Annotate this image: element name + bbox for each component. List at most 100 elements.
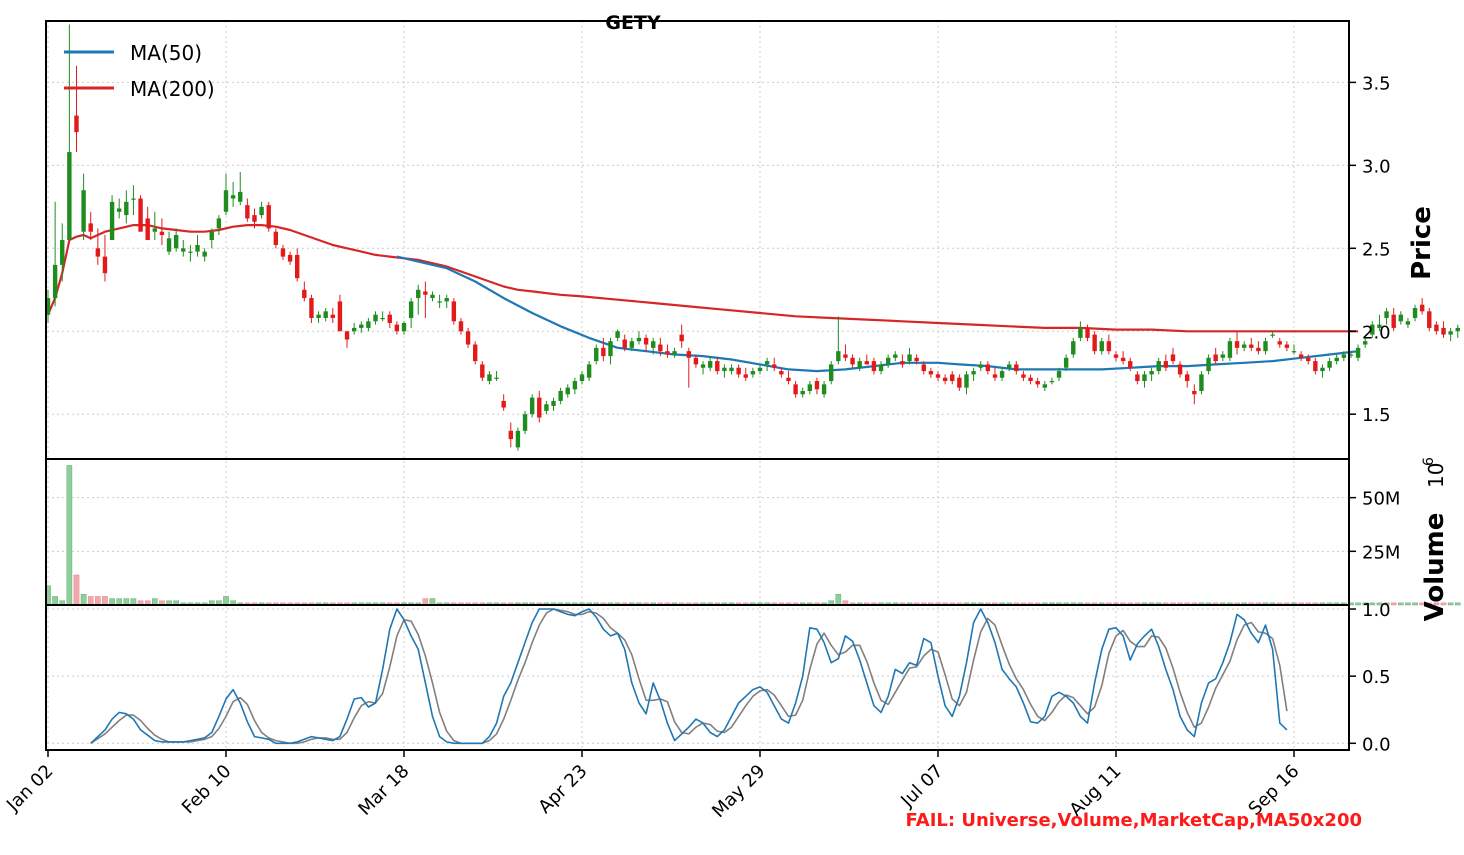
candle-body: [423, 291, 428, 295]
candle-body: [1099, 341, 1104, 352]
candlesticks: [45, 24, 1460, 451]
candle-body: [1377, 324, 1382, 328]
candle-body: [102, 256, 108, 274]
candle-body: [1014, 364, 1019, 372]
candle-body: [351, 327, 357, 332]
candle-body: [757, 367, 763, 372]
candle-body: [814, 381, 820, 390]
volume-bar: [835, 594, 842, 606]
price-tick-label: 2.5: [1362, 239, 1391, 260]
candle-body: [558, 390, 563, 401]
candle-body: [458, 321, 464, 332]
candle-body: [173, 235, 179, 249]
candle-body: [408, 301, 414, 318]
price-panel-frame: [45, 20, 1350, 460]
candle-body: [551, 400, 556, 406]
candle-body: [971, 371, 976, 375]
candle-body: [900, 361, 905, 365]
candle-body: [188, 251, 193, 253]
candle-body: [857, 361, 862, 368]
candle-body: [259, 206, 264, 216]
x-tick-label: Feb 10: [178, 761, 236, 819]
candle-body: [95, 248, 101, 257]
legend-ma200-label: MA(200): [130, 77, 215, 101]
candle-body: [1348, 354, 1354, 356]
candle-body: [537, 397, 542, 418]
candle-body: [1149, 371, 1154, 375]
candle-body: [1071, 341, 1076, 355]
candle-body: [878, 364, 884, 372]
candle-body: [529, 397, 535, 415]
candle-body: [686, 351, 691, 358]
candle-body: [1156, 361, 1161, 372]
volume-bar: [1447, 602, 1454, 606]
candle-body: [1256, 347, 1261, 352]
candle-body: [1249, 344, 1254, 348]
candle-body: [651, 341, 656, 348]
candle-body: [1056, 371, 1062, 378]
volume-multiplier-exponent: 6: [1421, 457, 1437, 466]
volume-bar: [1426, 602, 1433, 606]
candle-body: [473, 344, 478, 362]
candle-body: [1163, 361, 1169, 368]
candle-body: [1185, 374, 1190, 382]
candle-body: [957, 377, 962, 388]
candle-body: [1128, 361, 1133, 368]
candle-body: [223, 190, 229, 212]
candle-body: [1270, 334, 1275, 336]
candle-body: [864, 361, 869, 365]
volume-multiplier: 10 6: [1421, 457, 1448, 488]
candle-body: [152, 228, 157, 232]
candle-body: [893, 354, 898, 358]
candle-body: [195, 244, 200, 252]
candle-body: [522, 414, 528, 431]
candle-body: [1078, 327, 1083, 338]
candle-body: [337, 301, 343, 332]
price-tick-label: 3.5: [1362, 73, 1391, 94]
stochastic-k-line: [90, 608, 1288, 745]
x-tick-label: May 29: [708, 761, 769, 822]
candle-body: [964, 374, 969, 388]
candle-body: [166, 238, 172, 252]
candle-body: [843, 354, 848, 358]
candle-body: [679, 334, 684, 342]
candle-body: [807, 384, 813, 391]
volume-bar: [1362, 602, 1368, 606]
candle-body: [658, 344, 663, 352]
candle-body: [387, 314, 392, 323]
candle-body: [1391, 314, 1396, 328]
candle-body: [786, 377, 791, 382]
candle-body: [216, 218, 222, 229]
candle-body: [928, 371, 934, 375]
x-tick-label: Jan 02: [2, 761, 57, 816]
volume-bar: [95, 596, 101, 606]
candle-body: [1419, 304, 1425, 312]
candle-body: [145, 218, 150, 240]
candle-body: [722, 367, 727, 372]
candle-body: [1434, 324, 1439, 332]
candle-body: [772, 364, 777, 368]
candle-body: [665, 351, 670, 355]
candle-body: [1427, 311, 1432, 328]
candle-body: [1405, 321, 1411, 325]
candle-body: [1334, 357, 1339, 362]
volume-bar: [66, 465, 73, 606]
candle-body: [629, 341, 635, 348]
candle-body: [1234, 341, 1240, 348]
volume-bar: [80, 594, 87, 606]
candle-body: [266, 205, 271, 229]
candle-body: [850, 357, 855, 365]
volume-bar: [1355, 602, 1361, 606]
volume-multiplier-base: 10: [1424, 463, 1448, 488]
candle-body: [394, 324, 400, 332]
volume-bar: [1419, 602, 1425, 606]
candle-body: [1355, 347, 1361, 358]
candle-body: [238, 191, 243, 202]
candle-body: [280, 248, 286, 257]
ma200-line: [46, 224, 1359, 333]
candle-body: [693, 357, 699, 365]
candle-body: [907, 354, 912, 362]
candle-body: [1085, 327, 1090, 338]
candle-body: [1028, 377, 1033, 382]
